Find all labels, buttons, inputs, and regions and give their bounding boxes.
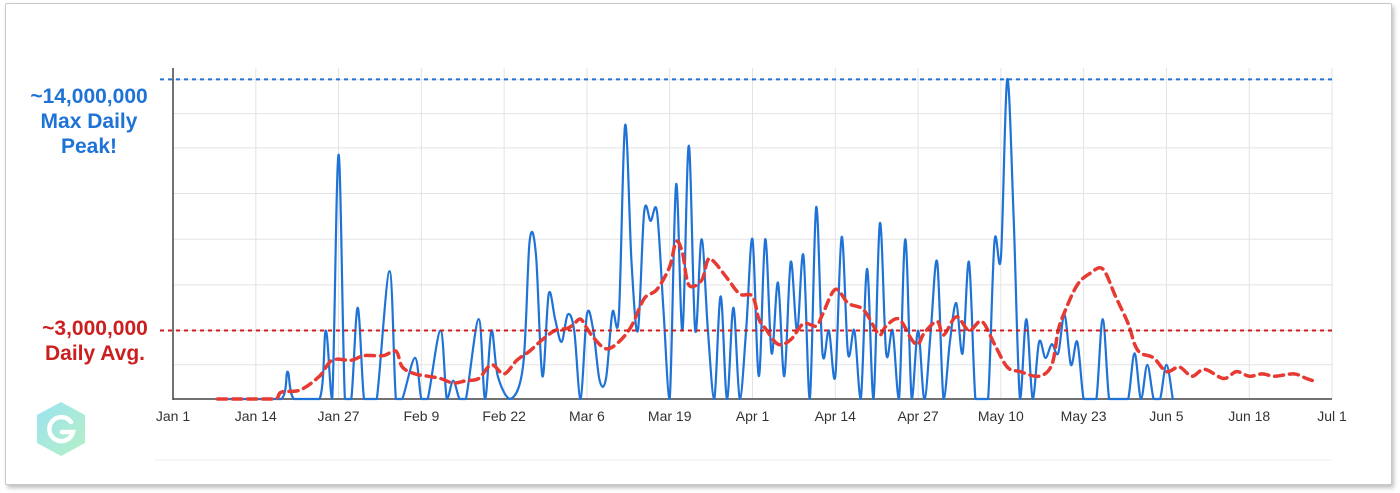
x-tick-label: Jan 14 bbox=[235, 408, 277, 424]
max-peak-label-2: Peak! bbox=[60, 135, 118, 158]
x-tick-label: Jan 27 bbox=[318, 408, 360, 424]
x-tick-label: May 23 bbox=[1061, 408, 1107, 424]
brand-logo-icon bbox=[37, 402, 85, 456]
x-tick-label: Jul 1 bbox=[1317, 408, 1347, 424]
x-tick-label: Mar 19 bbox=[648, 408, 692, 424]
x-tick-label: Apr 27 bbox=[897, 408, 938, 424]
daily-count-line bbox=[216, 78, 1174, 401]
max-peak-annotation: ~14,000,000 Max Daily Peak! bbox=[14, 84, 164, 159]
daily-average-line bbox=[215, 239, 1315, 401]
x-tick-label: Feb 22 bbox=[482, 408, 526, 424]
x-tick-label: Jun 5 bbox=[1149, 408, 1183, 424]
max-peak-label-1: Max Daily bbox=[40, 110, 138, 133]
x-tick-labels: Jan 1 Jan 14 Jan 27 Feb 9 Feb 22 Mar 6 Mar 19 A… bbox=[156, 408, 1347, 424]
x-tick-label: Mar 6 bbox=[569, 408, 605, 424]
series-group bbox=[215, 78, 1315, 401]
x-tick-label: Jun 18 bbox=[1228, 408, 1270, 424]
max-peak-value: ~14,000,000 bbox=[30, 85, 148, 108]
x-tick-label: Apr 1 bbox=[736, 408, 770, 424]
chart-card bbox=[5, 3, 1392, 485]
daily-avg-value: ~3,000,000 bbox=[42, 317, 148, 340]
daily-avg-annotation: ~3,000,000 Daily Avg. bbox=[20, 316, 170, 366]
daily-avg-label: Daily Avg. bbox=[45, 342, 145, 365]
x-tick-label: Feb 9 bbox=[403, 408, 439, 424]
reference-lines bbox=[160, 78, 1332, 332]
x-tick-label: Apr 14 bbox=[815, 408, 856, 424]
x-tick-label: Jan 1 bbox=[156, 408, 190, 424]
x-tick-label: May 10 bbox=[978, 408, 1024, 424]
grid bbox=[173, 68, 1333, 399]
